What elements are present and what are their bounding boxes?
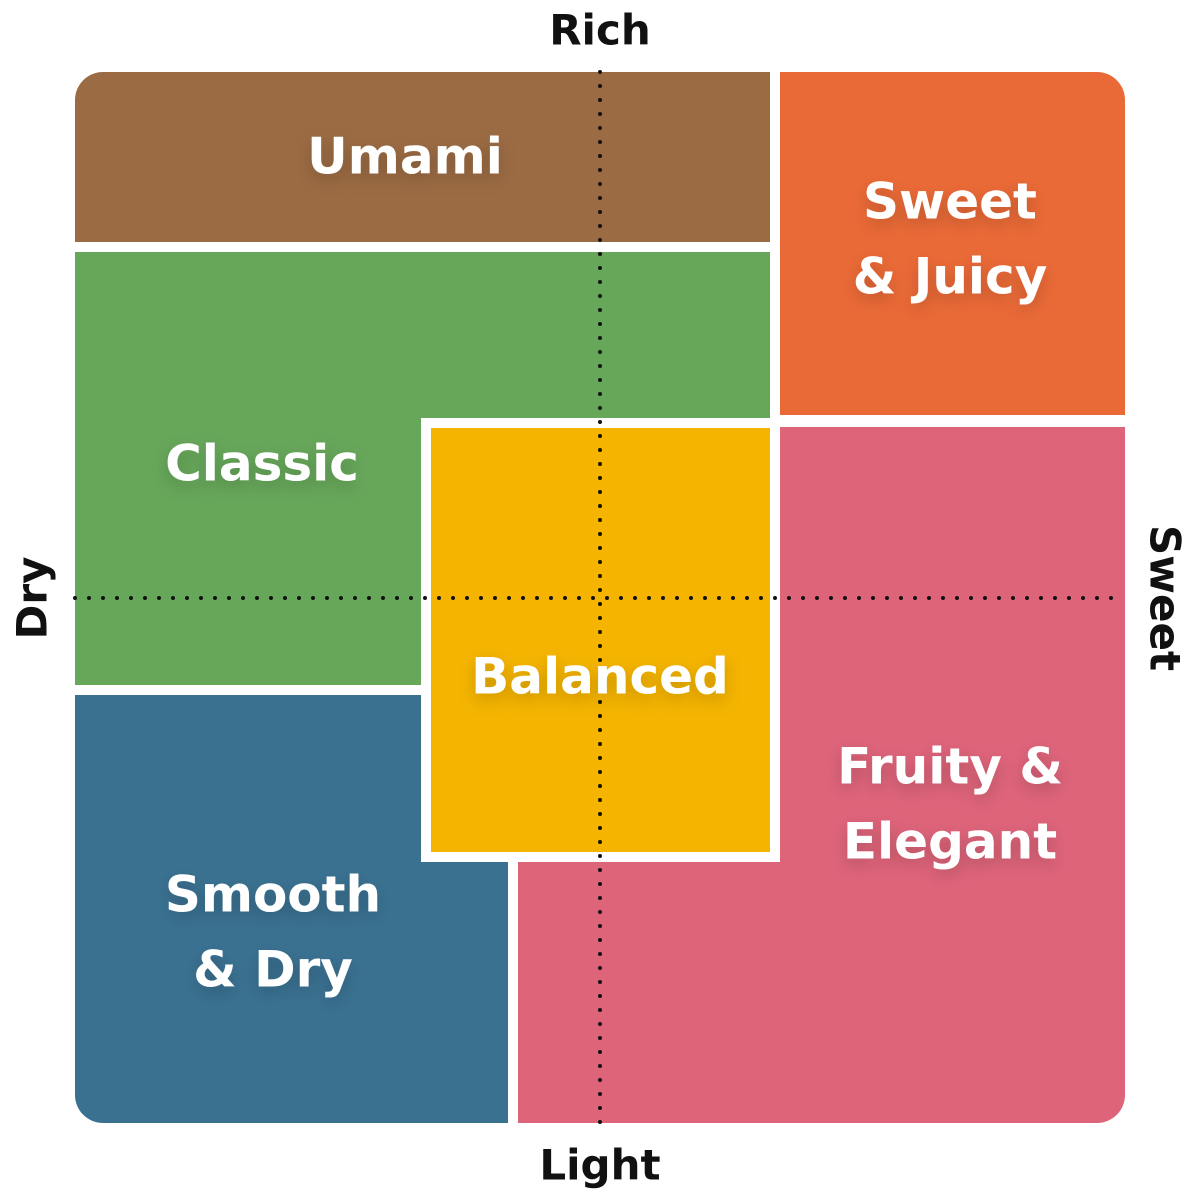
- label-fruity-elegant-line2: Elegant: [843, 813, 1057, 871]
- label-umami: Umami: [307, 128, 503, 186]
- region-sweet-juicy: [780, 72, 1125, 415]
- region-umami: [75, 72, 770, 242]
- label-smooth-dry-line2: & Dry: [193, 941, 353, 999]
- label-smooth-dry-line1: Smooth: [165, 866, 381, 924]
- region-balanced: [431, 428, 770, 852]
- label-fruity-elegant-line1: Fruity &: [837, 738, 1063, 796]
- label-sweet-juicy-line1: Sweet: [863, 173, 1037, 231]
- axis-label-top: Rich: [549, 6, 651, 55]
- axis-label-bottom: Light: [539, 1141, 660, 1190]
- label-classic: Classic: [165, 435, 359, 493]
- axis-label-right: Sweet: [1141, 525, 1190, 671]
- label-sweet-juicy-line2: & Juicy: [853, 248, 1048, 306]
- label-balanced: Balanced: [471, 648, 729, 706]
- axis-label-left: Dry: [8, 557, 57, 640]
